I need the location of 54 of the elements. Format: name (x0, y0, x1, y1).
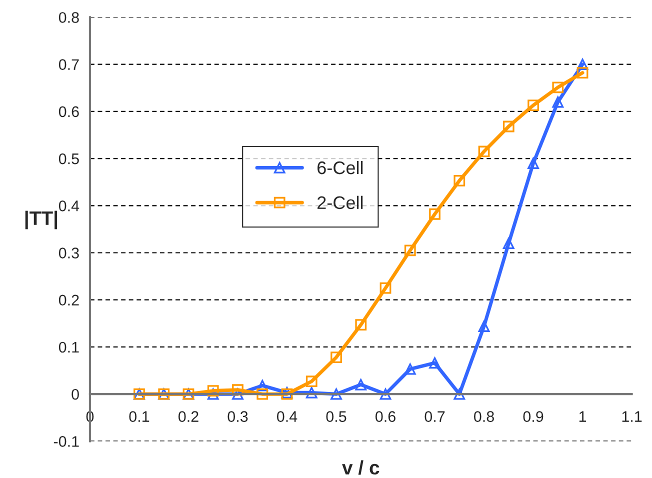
y-tick-label: 0.2 (58, 294, 79, 306)
point (355, 319, 367, 331)
x-tick-label: 0.4 (276, 411, 298, 422)
point (528, 100, 539, 111)
y-tick-label: 0.6 (58, 106, 79, 118)
x-tick-label: 1.1 (622, 411, 642, 422)
point (306, 376, 318, 388)
point (232, 384, 244, 396)
point (454, 174, 466, 186)
x-tick-label: 0.7 (424, 411, 445, 422)
point (256, 380, 268, 392)
point (380, 388, 392, 400)
point (528, 158, 539, 169)
point (330, 352, 342, 364)
legend-label: 2-Cell (318, 196, 363, 210)
point (502, 120, 514, 132)
y-tick-label: 0.1 (58, 342, 79, 353)
point (552, 96, 564, 108)
legend-label: 6-Cell (318, 160, 363, 174)
point (256, 388, 268, 400)
y-tick-label: 0 (72, 388, 79, 400)
point (478, 320, 490, 332)
point (404, 363, 416, 375)
point (306, 386, 318, 398)
x-tick-label: 1 (579, 411, 586, 422)
point (232, 388, 244, 400)
x-axis-title: v / c (342, 460, 380, 475)
point (502, 238, 514, 250)
x-tick-label: 0.6 (375, 411, 396, 422)
y-axis-title: |TT| (25, 210, 58, 230)
point (478, 146, 490, 158)
x-tick-label: 0.5 (326, 411, 346, 422)
point (576, 67, 588, 78)
x-tick-label: 0.8 (474, 411, 494, 422)
point (207, 385, 219, 396)
y-tick-label: 0.5 (58, 153, 79, 164)
point (454, 388, 466, 400)
point (404, 244, 416, 256)
point (576, 58, 588, 70)
point (429, 208, 440, 220)
point (380, 282, 392, 294)
point (355, 378, 367, 390)
x-tick-label: 0.9 (523, 411, 544, 422)
point (330, 388, 342, 400)
x-tick-label: 0.1 (129, 411, 150, 422)
y-tick-label: 0.3 (58, 248, 79, 258)
y-tick-label: 0.8 (58, 12, 79, 23)
x-tick-label: 0.2 (178, 411, 198, 422)
x-tick-label: 0.3 (228, 411, 248, 422)
point (429, 357, 440, 369)
y-tick-label: 0.4 (58, 200, 80, 212)
y-tick-label: 0.7 (58, 59, 79, 70)
y-tick-label: -0.1 (54, 436, 79, 447)
point (552, 82, 564, 94)
